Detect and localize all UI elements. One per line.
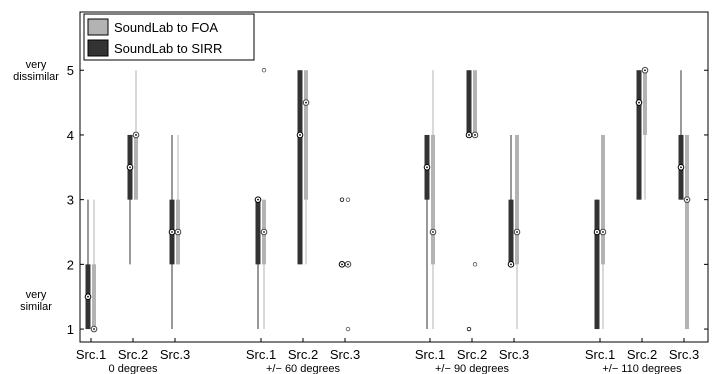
median-dot-s0-b8 [510,263,512,266]
box-s0-b10 [636,70,642,200]
median-dot-s1-b2 [177,231,179,233]
box-s1-b8 [515,134,519,265]
outlier-s1-b5-0 [345,197,351,202]
box-s1-b11 [685,134,689,330]
y-tick-label-3: 3 [67,193,74,208]
box-s0-b4 [297,70,303,265]
box-s1-b9 [601,134,605,265]
median-dot-s0-b9 [596,231,598,233]
median-dot-s0-b0 [87,295,89,298]
median-dot-s1-b1 [135,134,137,136]
median-dot-s1-b5 [347,263,349,266]
median-dot-s0-b5 [341,263,343,266]
median-dot-s1-b7 [474,134,476,136]
outlier-s1-b5-1 [345,326,351,332]
x-tick-label-g1-s1: Src.2 [288,347,318,362]
y-bottom-label-line-2: similar [20,301,52,313]
legend-swatch-sirr [87,39,109,57]
legend: SoundLab to FOA SoundLab to SIRR [83,13,255,61]
box-s1-b10 [643,70,647,135]
y-top-label-line-1: very [26,59,47,71]
median-dot-s1-b0 [93,328,95,330]
box-s0-b7 [466,70,472,135]
y-bottom-label-line-1: very [26,289,47,301]
group-label-3: +/− 110 degrees [602,363,682,374]
box-s0-b8 [508,199,514,265]
y-top-label-line-2: dissimilar [13,71,59,83]
x-tick-label-g1-s2: Src.3 [330,347,360,362]
x-tick-label-g0-s2: Src.3 [160,347,190,362]
x-tick-label-g3-s0: Src.1 [585,347,615,362]
outlier-s1-b7-0 [472,262,478,267]
median-dot-s0-b11 [680,166,682,169]
y-tick-label-4: 4 [67,128,74,143]
box-series [84,66,691,333]
group-label-0: 0 degrees [109,363,158,374]
median-dot-s0-b1 [129,166,131,169]
outlier-s0-b5-0 [339,197,345,202]
median-dot-s1-b11 [686,198,688,201]
x-tick-label-g1-s0: Src.1 [246,347,276,362]
outlier-s0-b7-0 [466,326,472,332]
median-dot-s1-b6 [432,231,434,233]
legend-swatch-foa [87,18,109,36]
median-dot-s1-b3 [263,231,265,233]
group-label-2: +/− 90 degrees [435,363,510,374]
x-tick-label-g3-s2: Src.3 [669,347,699,362]
median-dot-s0-b7 [468,134,470,136]
median-dot-s0-b3 [257,198,259,201]
box-s1-b6 [431,134,435,265]
median-dot-s0-b4 [299,134,301,136]
median-dot-s0-b10 [638,101,640,104]
median-dot-s1-b8 [516,231,518,233]
x-tick-label-g2-s1: Src.2 [457,347,487,362]
box-s1-b1 [134,134,138,200]
group-label-1: +/− 60 degrees [266,363,341,374]
box-s1-b4 [304,70,308,200]
legend-label-foa: SoundLab to FOA [114,20,218,35]
y-axis: 1 2 3 4 5 [67,63,708,337]
y-tick-label-1: 1 [67,322,74,337]
x-tick-label-g3-s1: Src.2 [627,347,657,362]
box-s1-b7 [473,70,477,135]
y-tick-label-5: 5 [67,63,74,78]
box-s0-b3 [255,199,261,265]
x-tick-label-g0-s0: Src.1 [76,347,106,362]
legend-label-sirr: SoundLab to SIRR [114,41,222,56]
median-dot-s1-b4 [305,101,307,104]
median-dot-s1-b9 [602,231,604,233]
median-dot-s1-b10 [644,69,646,72]
box-s1-b0 [92,264,96,330]
legend-box [83,13,255,61]
x-tick-label-g2-s2: Src.3 [499,347,529,362]
median-dot-s0-b6 [426,166,428,169]
x-tick-label-g0-s1: Src.2 [118,347,148,362]
y-tick-label-2: 2 [67,257,74,272]
x-tick-label-g2-s0: Src.1 [415,347,445,362]
median-dot-s0-b2 [171,231,173,233]
outlier-s1-b3-0 [261,68,267,73]
plot-area [79,11,709,343]
box-s0-b9 [594,199,600,330]
